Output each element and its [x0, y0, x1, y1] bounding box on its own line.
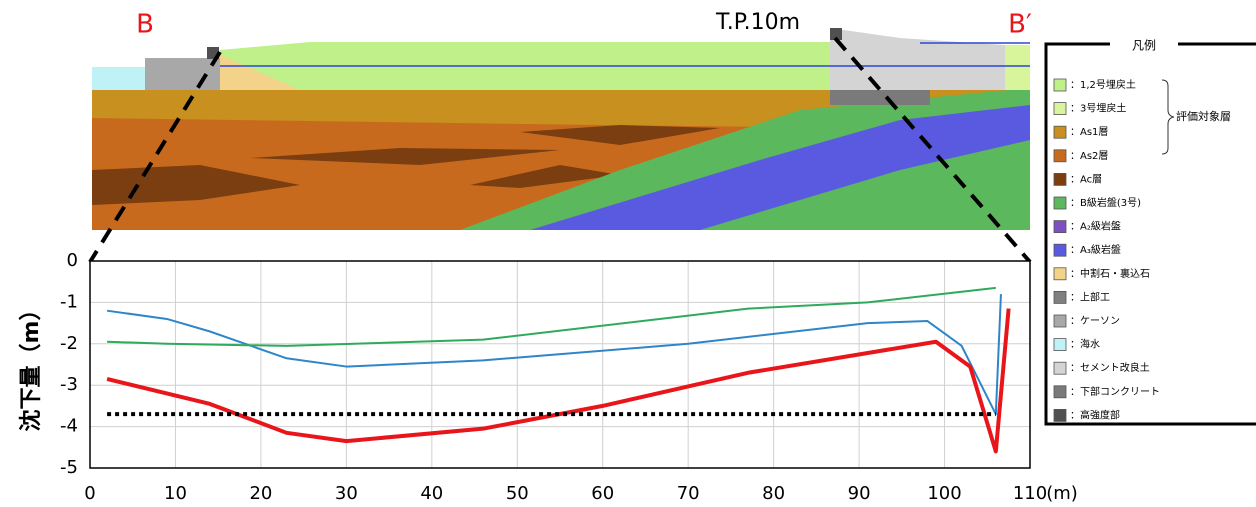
x-tick-label: 0	[84, 483, 95, 504]
guide-line	[833, 36, 1032, 264]
plot-area	[90, 261, 1030, 468]
x-tick-label: 20	[249, 483, 272, 504]
x-tick-label: 90	[848, 483, 871, 504]
x-tick-label: 110	[1013, 483, 1047, 504]
legend-label: ：上部工	[1070, 290, 1110, 303]
x-tick-label: 40	[420, 483, 443, 504]
x-tick-label: 10	[164, 483, 187, 504]
legend-swatch	[1053, 290, 1067, 304]
series-line	[106, 308, 1011, 454]
guide-line	[88, 50, 222, 264]
cross-section: B B′ T.P.10m	[88, 10, 1032, 264]
y-axis-label: 沈下量（m）	[19, 299, 44, 432]
x-tick-label: 80	[762, 483, 785, 504]
legend-label: ：3号埋戻土	[1070, 102, 1126, 115]
group-label: 評価対象層	[1176, 109, 1231, 123]
legend-swatch	[1053, 102, 1067, 115]
legend-swatch	[1053, 172, 1067, 186]
y-tick-label: -1	[60, 291, 78, 312]
y-tick-label: -4	[60, 416, 78, 437]
backfill-3	[1005, 45, 1030, 90]
legend-label: ：Ac層	[1070, 173, 1102, 185]
lower-concrete	[830, 90, 930, 105]
y-tick-label: -2	[60, 333, 78, 354]
plot-border	[89, 260, 1031, 469]
y-tick-label: -5	[60, 457, 78, 478]
legend-swatch	[1053, 125, 1067, 139]
ac-layer	[520, 125, 720, 145]
legend-label: ：A₂級岩盤	[1070, 220, 1121, 233]
x-tick-label: 50	[506, 483, 529, 504]
legend-label: ：高強度部	[1070, 408, 1120, 421]
elevation-label: T.P.10m	[715, 10, 800, 35]
legend-label: ：As1層	[1070, 126, 1108, 138]
legend-swatch	[1053, 385, 1067, 399]
legend-label: ：B級岩盤(3号)	[1070, 196, 1141, 209]
y-tick-label: -3	[60, 374, 78, 395]
x-axis-label: (m)	[1046, 483, 1078, 504]
legend-swatch	[1053, 267, 1067, 281]
x-tick-label: 60	[591, 483, 614, 504]
sea	[92, 67, 145, 90]
high-strength	[830, 28, 842, 40]
legend-swatch	[1053, 408, 1067, 422]
y-tick-label: 0	[67, 250, 78, 271]
section-label: B′	[1008, 10, 1032, 40]
legend-swatch	[1053, 149, 1067, 163]
x-tick-label: 100	[927, 483, 961, 504]
caisson	[145, 58, 220, 90]
x-tick-label: 70	[677, 483, 700, 504]
legend-label: ：中割石・裏込石	[1070, 267, 1150, 280]
ac-layer	[250, 148, 560, 165]
legend-box	[1044, 42, 1256, 426]
section-label: B	[136, 10, 154, 40]
brace	[1161, 79, 1175, 155]
legend-label: ：A₃級岩盤	[1070, 243, 1121, 256]
legend-swatch	[1053, 220, 1067, 234]
legend-swatch	[1053, 361, 1067, 375]
rock-b	[460, 88, 1030, 230]
ac-layer	[470, 165, 620, 188]
legend-swatch	[1053, 314, 1067, 328]
legend-swatch	[1053, 196, 1067, 210]
legend-swatch	[1053, 243, 1067, 257]
legend-label: ：As2層	[1070, 150, 1108, 162]
cement-soil	[830, 28, 1005, 90]
series-line	[107, 286, 996, 347]
legend-title: 凡例	[1132, 39, 1156, 53]
legend-label: ：セメント改良土	[1070, 361, 1150, 374]
legend-label: ：ケーソン	[1070, 315, 1120, 327]
legend-label: ：海水	[1070, 338, 1100, 351]
legend: 凡例 評価対象層 ：1,2号埋戻土 ：3号埋戻土 ：As1層 ：As2層 ：Ac層 ：B級…	[1044, 36, 1256, 426]
legend-label: ：1,2号埋戻土	[1070, 78, 1136, 91]
legend-swatch	[1053, 338, 1067, 352]
legend-label: ：下部コンクリート	[1070, 385, 1160, 398]
legend-swatch	[1053, 78, 1067, 92]
x-tick-label: 30	[335, 483, 358, 504]
rock-a3	[530, 105, 1030, 230]
legend-title-bg	[1110, 36, 1178, 54]
series-line	[106, 294, 1002, 416]
